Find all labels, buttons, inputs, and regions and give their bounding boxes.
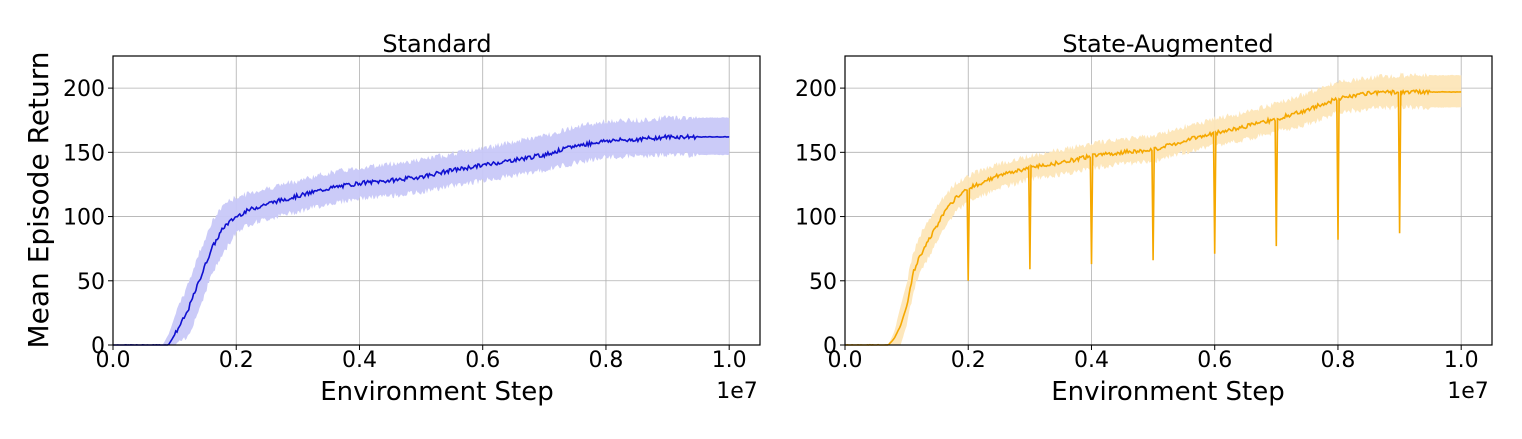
x-offset-label: 1e7 — [1447, 379, 1489, 404]
x-tick-label: 0.0 — [96, 348, 131, 373]
y-tick-label: 100 — [63, 206, 105, 231]
y-tick-label: 150 — [795, 141, 837, 166]
series-line — [845, 88, 1462, 346]
x-tick-label: 0.8 — [588, 348, 623, 373]
y-tick-label: 0 — [91, 334, 105, 359]
axis-ticks — [840, 87, 1462, 350]
y-tick-label: 150 — [63, 141, 105, 166]
grid — [112, 56, 760, 346]
x-axis-label: Environment Step — [320, 377, 553, 407]
series-line — [113, 133, 730, 346]
axis-ticks — [108, 87, 730, 350]
x-tick-label: 0.0 — [828, 348, 863, 373]
y-tick-label: 50 — [77, 270, 105, 295]
y-tick-label: 50 — [809, 270, 837, 295]
confidence-band — [113, 115, 730, 345]
x-tick-label: 0.6 — [1197, 348, 1232, 373]
y-tick-label: 200 — [795, 77, 837, 102]
x-tick-label: 0.8 — [1320, 348, 1355, 373]
y-tick-label: 100 — [795, 206, 837, 231]
chart-title: Standard — [382, 30, 491, 58]
x-axis-label: Environment Step — [1051, 377, 1284, 407]
x-tick-label: 0.4 — [342, 348, 377, 373]
x-tick-label: 1.0 — [1444, 348, 1479, 373]
x-offset-label: 1e7 — [716, 379, 758, 404]
chart-panel-standard: Standard 0.0 0.2 0.4 0.6 0.8 1.0 0 50 10… — [22, 30, 761, 407]
axes-frame — [112, 55, 761, 346]
axes-frame — [844, 55, 1493, 346]
y-tick-label: 0 — [823, 334, 837, 359]
x-tick-label: 1.0 — [712, 348, 747, 373]
y-axis-label: Mean Episode Return — [22, 52, 55, 349]
chart-panel-state-augmented: State-Augmented 0.0 0.2 0.4 0.6 0.8 1.0 … — [795, 30, 1493, 407]
y-tick-label: 200 — [63, 77, 105, 102]
x-tick-label: 0.6 — [465, 348, 500, 373]
chart-title: State-Augmented — [1062, 30, 1273, 58]
x-tick-label: 0.2 — [951, 348, 986, 373]
x-tick-label: 0.2 — [219, 348, 254, 373]
x-tick-label: 0.4 — [1074, 348, 1109, 373]
